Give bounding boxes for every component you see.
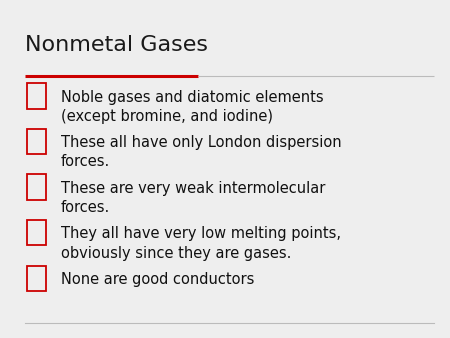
Text: Nonmetal Gases: Nonmetal Gases [25, 35, 208, 55]
FancyBboxPatch shape [27, 266, 46, 291]
FancyBboxPatch shape [27, 174, 46, 200]
FancyBboxPatch shape [27, 83, 46, 108]
FancyBboxPatch shape [27, 129, 46, 154]
Text: They all have very low melting points,
obviously since they are gases.: They all have very low melting points, o… [61, 226, 341, 261]
Text: These are very weak intermolecular
forces.: These are very weak intermolecular force… [61, 181, 325, 215]
Text: These all have only London dispersion
forces.: These all have only London dispersion fo… [61, 135, 342, 169]
FancyBboxPatch shape [27, 220, 46, 245]
Text: None are good conductors: None are good conductors [61, 272, 254, 287]
Text: Noble gases and diatomic elements
(except bromine, and iodine): Noble gases and diatomic elements (excep… [61, 90, 324, 124]
